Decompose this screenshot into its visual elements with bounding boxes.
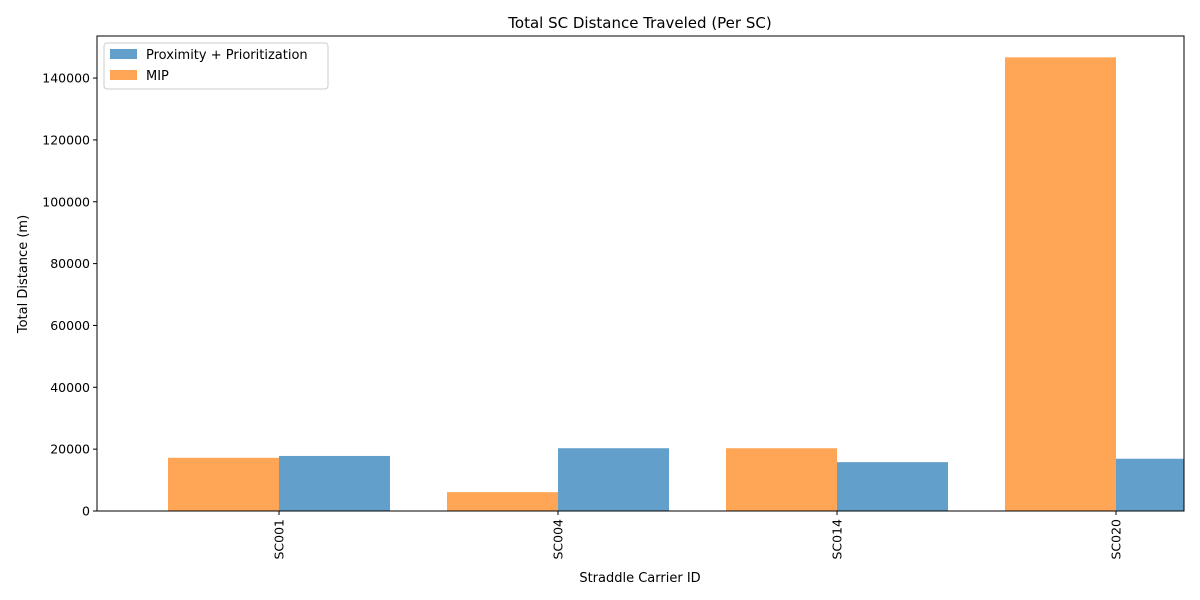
x-tick-label: SC020 — [1109, 519, 1124, 560]
bar-proximity-prioritization-sc001 — [279, 455, 390, 511]
x-tick-label: SC004 — [551, 519, 566, 560]
y-axis: 0 20000 40000 60000 80000 100000 120000 140000 — [42, 71, 97, 519]
y-axis-label: Total Distance (m) — [16, 215, 31, 334]
bar-proximity-prioritization-sc014 — [837, 462, 948, 511]
x-axis-label: Straddle Carrier ID — [579, 571, 700, 586]
legend-label: MIP — [146, 69, 169, 84]
y-tick-label: 120000 — [42, 132, 90, 147]
y-tick-label: 60000 — [50, 318, 90, 333]
y-tick-label: 40000 — [50, 380, 90, 395]
bar-mip-sc014 — [726, 448, 837, 511]
bars-group — [168, 57, 1184, 511]
y-tick-label: 140000 — [42, 71, 90, 86]
bar-mip-sc020 — [1005, 57, 1116, 511]
legend-frame — [103, 42, 329, 90]
x-axis: SC001 SC004 SC014 SC020 — [272, 511, 1124, 560]
y-tick-label: 20000 — [50, 442, 90, 457]
legend-label: Proximity + Prioritization — [146, 48, 308, 63]
bar-proximity-prioritization-sc020 — [1116, 458, 1184, 511]
x-tick-label: SC014 — [830, 519, 845, 560]
legend-swatch — [110, 70, 137, 80]
legend: Proximity + Prioritization MIP — [103, 42, 329, 90]
bar-proximity-prioritization-sc004 — [558, 448, 669, 511]
y-tick-label: 80000 — [50, 256, 90, 271]
y-tick-label: 100000 — [42, 194, 90, 209]
bar-mip-sc001 — [168, 457, 279, 511]
bar-mip-sc004 — [447, 492, 558, 511]
y-tick-label: 0 — [82, 504, 90, 519]
plot-frame — [96, 35, 1185, 512]
legend-swatch — [110, 49, 137, 59]
x-tick-label: SC001 — [272, 519, 287, 560]
chart-title: Total SC Distance Traveled (Per SC) — [507, 14, 771, 32]
